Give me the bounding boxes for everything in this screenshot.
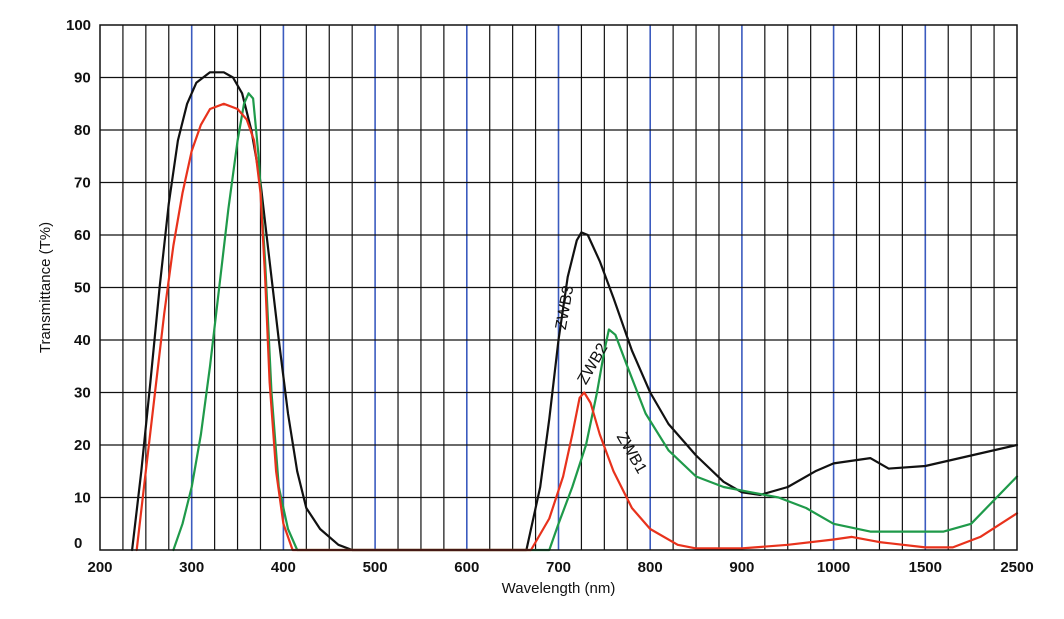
series-line-zwb2 — [172, 92, 1019, 552]
x-tick-label: 700 — [546, 559, 571, 576]
y-tick-label: 10 — [74, 490, 91, 507]
series-line-zwb3 — [131, 71, 1019, 552]
curve-labels: ZWB3 ZWB2 ZWB1 — [553, 284, 650, 477]
x-tick-label: 200 — [87, 559, 112, 576]
x-axis-label: Wavelength (nm) — [502, 580, 616, 597]
y-tick-label: 30 — [74, 385, 91, 402]
x-tick-labels: 200 300 400 500 600 700 800 900 1000 1500 2500 — [87, 559, 1033, 576]
curve-label-zwb3: ZWB3 — [553, 284, 577, 331]
x-tick-label: 1000 — [817, 559, 850, 576]
y-tick-label: 90 — [74, 70, 91, 87]
y-tick-label: 70 — [74, 175, 91, 192]
x-tick-label: 900 — [729, 559, 754, 576]
curve-label-zwb2: ZWB2 — [575, 340, 612, 387]
y-tick-label: 40 — [74, 332, 91, 349]
x-tick-label: 800 — [638, 559, 663, 576]
x-tick-label: 600 — [454, 559, 479, 576]
plot-frame — [99, 24, 1018, 551]
curve-label-zwb1: ZWB1 — [613, 430, 650, 477]
x-tick-label: 500 — [363, 559, 388, 576]
y-tick-label: 50 — [74, 280, 91, 297]
grid — [100, 25, 1017, 550]
x-tick-label: 400 — [271, 559, 296, 576]
x-tick-label: 300 — [179, 559, 204, 576]
y-tick-label: 60 — [74, 227, 91, 244]
y-tick-label: 100 — [66, 17, 91, 34]
series-line-zwb1 — [135, 102, 1019, 552]
y-tick-labels: 0 10 20 30 40 50 60 70 80 90 100 — [66, 17, 91, 552]
x-tick-label: 2500 — [1000, 559, 1033, 576]
x-tick-label: 1500 — [909, 559, 942, 576]
y-tick-label: 20 — [74, 437, 91, 454]
curves — [131, 71, 1019, 552]
y-axis-label: Transmittance (T%) — [37, 222, 54, 353]
y-tick-label: 0 — [74, 535, 82, 552]
y-tick-label: 80 — [74, 122, 91, 139]
